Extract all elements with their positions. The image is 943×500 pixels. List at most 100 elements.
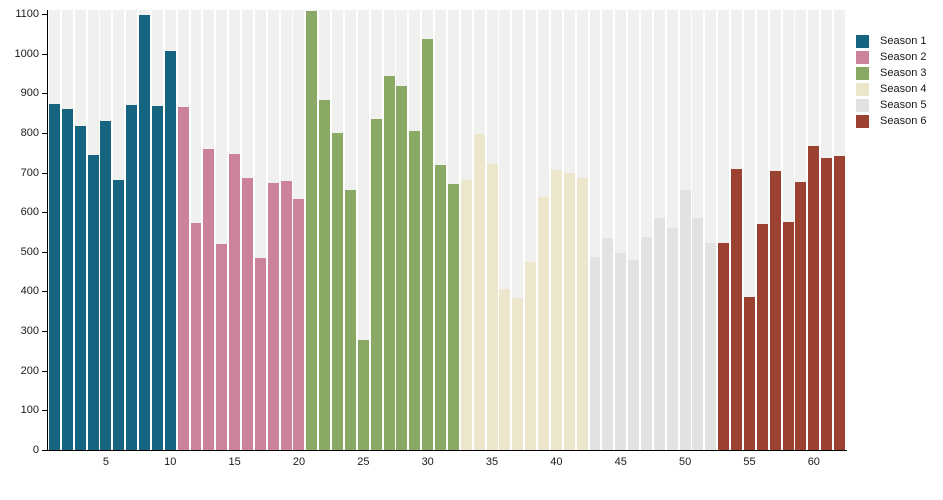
bar-episode-13-season-2 [203,148,215,450]
y-axis-tick [42,132,47,134]
bar-episode-54-season-6 [731,168,743,450]
y-tick-label: 400 [20,285,39,298]
y-tick-label: 1000 [14,47,39,60]
bar-episode-33-season-4 [460,180,472,450]
bar-episode-38-season-4 [525,261,537,450]
bar-episode-50-season-5 [679,189,691,450]
bar-episode-23-season-3 [332,132,344,450]
background-band [641,10,652,450]
y-axis-tick [42,53,47,55]
bar-episode-27-season-3 [383,76,395,450]
bar-episode-18-season-2 [267,183,279,450]
bar-episode-46-season-5 [628,260,640,450]
y-axis-tick [42,93,47,95]
legend: Season 1 Season 2 Season 3 Season 4 Season 5… [856,33,926,129]
bar-episode-9-season-1 [151,105,163,450]
y-axis-tick [42,172,47,174]
background-band [499,10,511,450]
x-tick-label: 40 [550,456,563,468]
bar-episode-4-season-1 [87,154,99,450]
bar-episode-26-season-3 [370,118,382,450]
y-tick-label: 600 [20,206,39,219]
x-tick-label: 60 [807,456,820,468]
bar-episode-51-season-5 [692,217,704,450]
x-tick-label: 15 [228,456,241,468]
background-band [525,10,537,450]
bar-episode-62-season-6 [834,155,846,450]
background-band [512,10,524,450]
legend-swatch-icon [856,66,869,80]
bar-episode-8-season-1 [139,15,150,450]
legend-item-season-5: Season 5 [856,97,926,113]
background-band [357,10,369,450]
bar-episode-32-season-3 [447,184,459,450]
legend-item-season-3: Season 3 [856,65,926,81]
bar-episode-60-season-6 [808,145,820,450]
bar-episode-24-season-3 [344,189,356,450]
bar-episode-55-season-6 [743,297,755,450]
background-band [628,10,640,450]
x-tick-label: 55 [743,456,756,468]
bar-episode-30-season-3 [422,39,434,450]
bar-episode-34-season-4 [473,134,485,450]
y-tick-label: 0 [32,444,39,456]
y-axis-tick [42,410,47,412]
legend-label: Season 2 [880,51,927,63]
y-tick-label: 200 [20,364,39,377]
x-tick-label: 35 [485,456,499,468]
legend-label: Season 3 [880,67,927,79]
bar-episode-17-season-2 [254,257,266,450]
background-band [743,10,755,450]
background-band [589,10,601,450]
legend-label: Season 4 [880,83,927,95]
background-band [615,10,627,450]
bar-episode-57-season-6 [769,170,781,450]
bar-episode-42-season-4 [576,177,588,450]
bar-episode-31-season-3 [435,165,447,450]
y-tick-label: 700 [20,166,39,179]
bar-episode-48-season-5 [653,217,665,450]
bar-episode-6-season-1 [113,179,125,450]
bar-episode-19-season-2 [280,181,292,450]
bar-episode-35-season-4 [486,164,498,450]
bar-episode-43-season-5 [589,256,601,450]
y-tick-label: 1100 [15,7,39,20]
bar-episode-47-season-5 [641,236,652,450]
bar-episode-29-season-3 [409,130,421,450]
bar-episode-2-season-1 [61,108,73,450]
x-tick-label: 5 [102,456,109,468]
bar-episode-39-season-4 [538,197,549,450]
legend-item-season-6: Season 6 [856,113,926,129]
bar-episode-15-season-2 [229,153,241,450]
bar-episode-52-season-5 [705,243,717,450]
y-axis-tick [42,251,47,253]
bar-episode-20-season-2 [293,198,305,450]
y-tick-label: 500 [20,245,39,258]
bar-episode-11-season-2 [177,106,189,450]
legend-label: Season 1 [880,35,927,47]
bar-episode-28-season-3 [396,86,408,450]
x-tick-label: 30 [421,456,434,468]
legend-label: Season 5 [880,99,927,111]
y-axis-line [47,10,48,451]
bar-episode-61-season-6 [821,158,833,450]
x-tick-label: 10 [164,456,177,468]
legend-label: Season 6 [880,115,927,127]
x-axis-line [47,450,847,451]
x-tick-label: 50 [678,456,692,468]
legend-swatch-icon [856,114,869,128]
bar-episode-45-season-5 [615,252,627,450]
background-band [254,10,266,450]
plot-area [48,10,846,450]
y-axis-tick [42,291,47,293]
legend-item-season-4: Season 4 [856,81,926,97]
bar-episode-40-season-4 [550,170,562,450]
x-tick-label: 45 [614,456,627,468]
legend-swatch-icon [856,82,869,96]
y-tick-label: 800 [20,126,39,139]
bar-episode-21-season-3 [306,10,318,450]
bar-episode-59-season-6 [795,182,807,450]
legend-swatch-icon [856,98,869,112]
bar-episode-22-season-3 [319,99,331,450]
background-band [216,10,228,450]
